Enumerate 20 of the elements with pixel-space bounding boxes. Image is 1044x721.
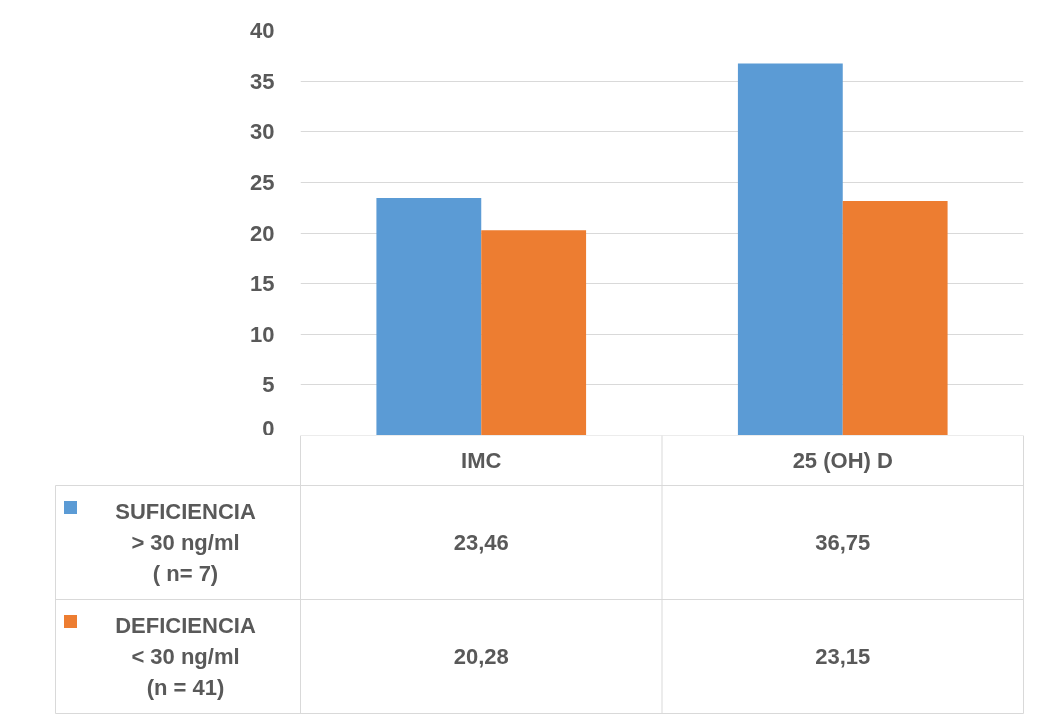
bar xyxy=(842,201,948,435)
y-tick-label: 10 xyxy=(250,321,275,347)
y-tick-label: 5 xyxy=(262,372,275,398)
data-label: 23,15 xyxy=(815,644,871,669)
x-tick-label: IMC xyxy=(461,448,502,473)
y-tick-label: 0 xyxy=(262,415,275,441)
bar xyxy=(376,197,482,435)
data-label: 23,46 xyxy=(453,530,509,555)
x-tick-label: 25 (OH) D xyxy=(792,448,893,473)
y-tick-label: 30 xyxy=(250,119,275,145)
legend-label: SUFICIENCIA > 30 ng/ml ( n= 7) xyxy=(115,498,256,587)
y-tick-label: 15 xyxy=(250,271,275,297)
y-tick-label: 25 xyxy=(250,169,275,195)
legend-label: DEFICIENCIA < 30 ng/ml (n = 41) xyxy=(115,612,256,701)
data-label: 20,28 xyxy=(453,644,509,669)
y-tick-label: 20 xyxy=(250,220,275,246)
y-tick-label: 35 xyxy=(250,68,275,94)
bar xyxy=(481,230,587,435)
y-tick-label: 40 xyxy=(250,18,275,43)
data-label: 36,75 xyxy=(815,530,871,555)
